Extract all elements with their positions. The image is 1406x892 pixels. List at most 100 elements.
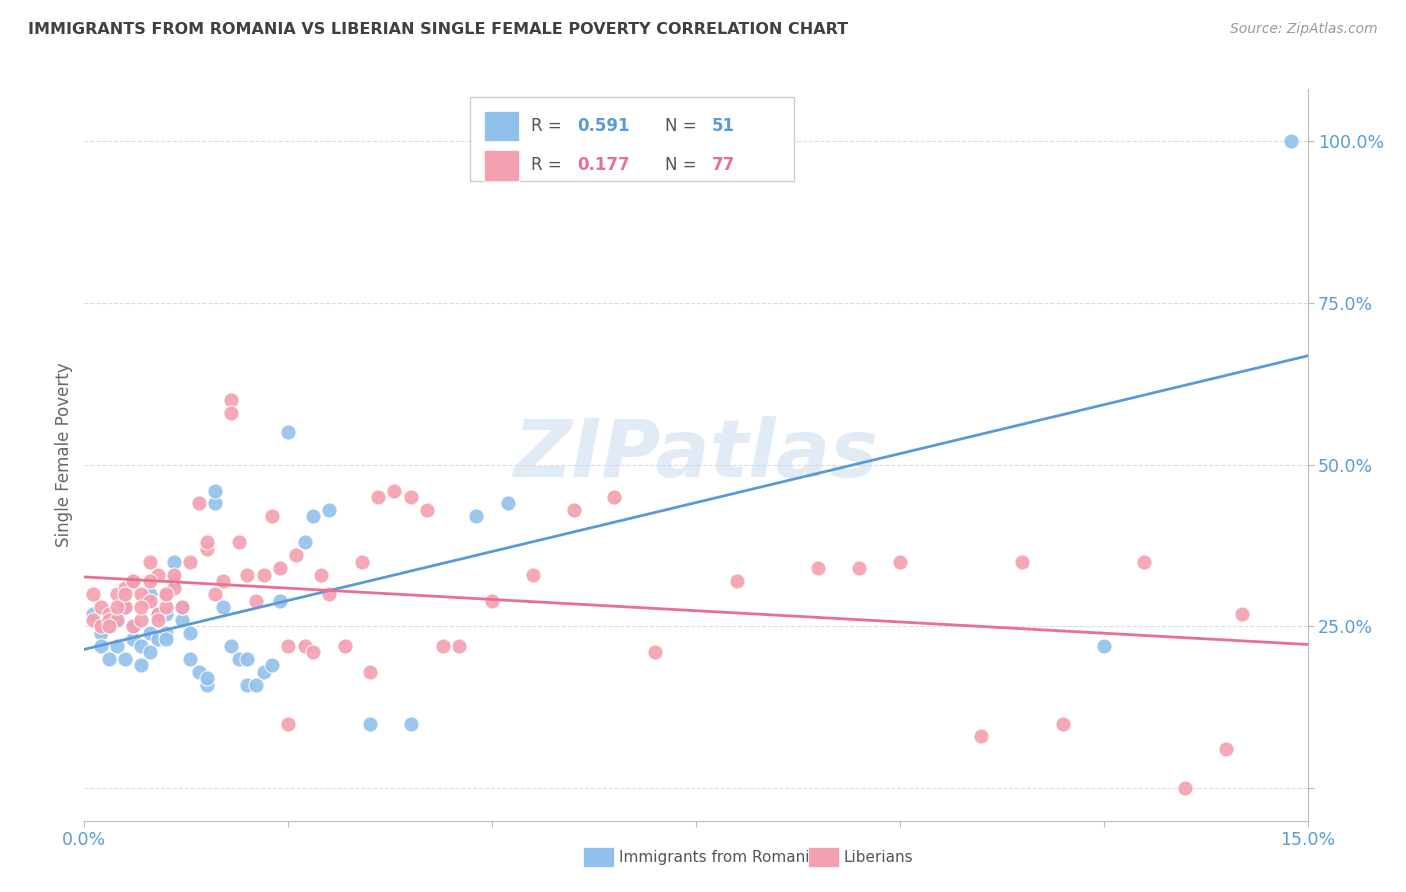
Point bbox=[481, 593, 503, 607]
Point bbox=[294, 535, 316, 549]
Point bbox=[1052, 716, 1074, 731]
Point bbox=[277, 716, 299, 731]
Point bbox=[464, 509, 486, 524]
Point bbox=[228, 652, 250, 666]
Point bbox=[359, 665, 381, 679]
Point bbox=[318, 587, 340, 601]
Point bbox=[155, 626, 177, 640]
Text: R =: R = bbox=[531, 156, 567, 175]
Point bbox=[260, 658, 283, 673]
Point bbox=[399, 716, 422, 731]
Text: IMMIGRANTS FROM ROMANIA VS LIBERIAN SINGLE FEMALE POVERTY CORRELATION CHART: IMMIGRANTS FROM ROMANIA VS LIBERIAN SING… bbox=[28, 22, 848, 37]
Point bbox=[253, 665, 276, 679]
Point bbox=[82, 587, 104, 601]
Point bbox=[90, 600, 112, 615]
Point bbox=[105, 600, 128, 615]
Point bbox=[155, 607, 177, 621]
Point bbox=[245, 678, 267, 692]
Point bbox=[1279, 134, 1302, 148]
Point bbox=[807, 561, 830, 575]
Point bbox=[105, 613, 128, 627]
Point bbox=[228, 535, 250, 549]
Point bbox=[114, 581, 136, 595]
Text: 51: 51 bbox=[711, 117, 735, 135]
Point bbox=[277, 425, 299, 440]
Point bbox=[204, 496, 226, 510]
Point bbox=[498, 496, 520, 510]
Point bbox=[114, 587, 136, 601]
Point bbox=[603, 490, 626, 504]
Point bbox=[131, 658, 153, 673]
Point bbox=[644, 645, 666, 659]
Point bbox=[146, 613, 169, 627]
Point bbox=[114, 600, 136, 615]
Point bbox=[212, 600, 235, 615]
Point bbox=[138, 626, 160, 640]
Point bbox=[335, 639, 357, 653]
Point bbox=[277, 639, 299, 653]
Point bbox=[1011, 555, 1033, 569]
Point bbox=[269, 561, 291, 575]
Point bbox=[172, 613, 194, 627]
Y-axis label: Single Female Poverty: Single Female Poverty bbox=[55, 363, 73, 547]
Point bbox=[301, 509, 323, 524]
FancyBboxPatch shape bbox=[484, 111, 519, 141]
Point bbox=[294, 639, 316, 653]
Point bbox=[187, 665, 209, 679]
Point bbox=[285, 548, 308, 562]
Point bbox=[105, 613, 128, 627]
Text: 77: 77 bbox=[711, 156, 735, 175]
Point bbox=[204, 587, 226, 601]
Point bbox=[219, 406, 242, 420]
Point bbox=[146, 607, 169, 621]
Point bbox=[155, 632, 177, 647]
Point bbox=[97, 652, 120, 666]
Point bbox=[725, 574, 748, 589]
Point bbox=[236, 678, 259, 692]
Text: N =: N = bbox=[665, 117, 702, 135]
Point bbox=[155, 587, 177, 601]
Point bbox=[172, 600, 194, 615]
Point bbox=[269, 593, 291, 607]
Point bbox=[122, 574, 145, 589]
Text: Liberians: Liberians bbox=[844, 850, 914, 864]
Point bbox=[1092, 639, 1115, 653]
Point bbox=[309, 567, 332, 582]
Text: 0.591: 0.591 bbox=[578, 117, 630, 135]
Point bbox=[122, 632, 145, 647]
Point bbox=[359, 716, 381, 731]
Point bbox=[382, 483, 405, 498]
Point bbox=[131, 639, 153, 653]
Point bbox=[97, 619, 120, 633]
Point bbox=[449, 639, 471, 653]
Point bbox=[522, 567, 544, 582]
Point bbox=[195, 535, 218, 549]
Point bbox=[131, 613, 153, 627]
Point bbox=[97, 619, 120, 633]
Point bbox=[350, 555, 373, 569]
Point bbox=[301, 645, 323, 659]
Point bbox=[236, 567, 259, 582]
Point bbox=[105, 639, 128, 653]
Point bbox=[114, 652, 136, 666]
Point bbox=[1215, 742, 1237, 756]
Point bbox=[90, 626, 112, 640]
Point bbox=[970, 730, 993, 744]
Point bbox=[179, 555, 201, 569]
Text: 0.177: 0.177 bbox=[578, 156, 630, 175]
Point bbox=[122, 619, 145, 633]
Point bbox=[155, 587, 177, 601]
Point bbox=[114, 600, 136, 615]
Point bbox=[163, 574, 186, 589]
Point bbox=[195, 671, 218, 685]
Point bbox=[163, 555, 186, 569]
Text: Immigrants from Romania: Immigrants from Romania bbox=[619, 850, 818, 864]
Point bbox=[179, 626, 201, 640]
Point bbox=[1133, 555, 1156, 569]
Point bbox=[187, 496, 209, 510]
Point bbox=[416, 503, 439, 517]
FancyBboxPatch shape bbox=[484, 150, 519, 181]
Point bbox=[179, 652, 201, 666]
Point bbox=[1174, 781, 1197, 796]
Point bbox=[195, 678, 218, 692]
